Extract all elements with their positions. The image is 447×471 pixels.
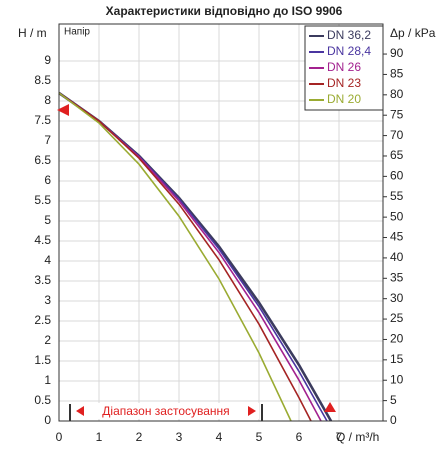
arrow-right — [248, 406, 256, 416]
y2-tick-label: 80 — [390, 87, 404, 101]
series-line — [58, 92, 322, 422]
plot-frame — [58, 23, 384, 422]
y2-tick-label: 40 — [390, 250, 404, 264]
y-tick-label: 4 — [44, 253, 51, 267]
y2-tick-label: 55 — [390, 189, 404, 203]
y-tick-label: 7.5 — [34, 113, 51, 127]
y-tick-label: 4.5 — [34, 233, 51, 247]
y2-tick-label: 0 — [390, 413, 397, 427]
x-tick-label: 7 — [336, 430, 343, 444]
y2-tick-label: 45 — [390, 230, 404, 244]
y-tick-label: 7 — [44, 133, 51, 147]
y2-tick-label: 25 — [390, 311, 404, 325]
y-axis-label: H / m — [18, 26, 47, 40]
series-line — [58, 92, 312, 422]
y2-axis-label: Δp / kPa — [390, 26, 436, 40]
y2-tick-label: 70 — [390, 128, 404, 142]
y-tick-label: 5.5 — [34, 193, 51, 207]
y-tick-label: 2 — [44, 333, 51, 347]
y-tick-label: 5 — [44, 213, 51, 227]
legend-label: DN 20 — [327, 92, 361, 106]
x-tick-label: 6 — [296, 430, 303, 444]
legend-label: DN 26 — [327, 60, 361, 74]
marker-left — [57, 104, 69, 116]
y-tick-label: 3 — [44, 293, 51, 307]
arrow-left — [76, 406, 84, 416]
annotation: Діапазон застосування — [102, 404, 229, 418]
y2-tick-label: 20 — [390, 332, 404, 346]
y2-tick-label: 10 — [390, 372, 404, 386]
y2-tick-label: 15 — [390, 352, 404, 366]
y2-tick-label: 85 — [390, 67, 404, 81]
y2-tick-label: 50 — [390, 209, 404, 223]
legend: DN 36,2 DN 28,4 DN 26 DN 23 DN 20 — [304, 25, 384, 111]
y-tick-label: 6 — [44, 173, 51, 187]
x-axis-label: Q / m³/h — [336, 430, 379, 444]
legend-label: DN 23 — [327, 76, 361, 90]
x-tick-label: 3 — [176, 430, 183, 444]
x-tick-label: 2 — [136, 430, 143, 444]
series-line — [58, 92, 292, 422]
y-tick-label: 2.5 — [34, 313, 51, 327]
y-tick-label: 8.5 — [34, 73, 51, 87]
y2-tick-label: 60 — [390, 169, 404, 183]
annotation-box — [73, 403, 259, 419]
y2-tick-label: 35 — [390, 270, 404, 284]
legend-label: DN 36,2 — [327, 28, 371, 42]
chart-title: Характеристики відповідно до ISO 9906 — [106, 4, 343, 18]
x-tick-label: 4 — [216, 430, 223, 444]
y2-tick-label: 75 — [390, 107, 404, 121]
y2-tick-label: 5 — [390, 393, 397, 407]
x-tick-label: 0 — [56, 430, 63, 444]
x-tick-label: 5 — [256, 430, 263, 444]
series-line — [58, 91, 333, 422]
legend-label: DN 28,4 — [327, 44, 371, 58]
y-tick-label: 3.5 — [34, 273, 51, 287]
plot-area — [58, 24, 383, 422]
y-tick-label: 9 — [44, 53, 51, 67]
subtitle: Напір — [64, 27, 90, 38]
marker-bottom — [324, 402, 336, 412]
y-tick-label: 1 — [44, 373, 51, 387]
y-tick-label: 0 — [44, 413, 51, 427]
x-tick-label: 1 — [96, 430, 103, 444]
y-tick-label: 0.5 — [34, 393, 51, 407]
y-tick-label: 8 — [44, 93, 51, 107]
y2-tick-label: 90 — [390, 46, 404, 60]
y2-tick-label: 65 — [390, 148, 404, 162]
y-tick-label: 1.5 — [34, 353, 51, 367]
y2-tick-label: 30 — [390, 291, 404, 305]
y-tick-label: 6.5 — [34, 153, 51, 167]
